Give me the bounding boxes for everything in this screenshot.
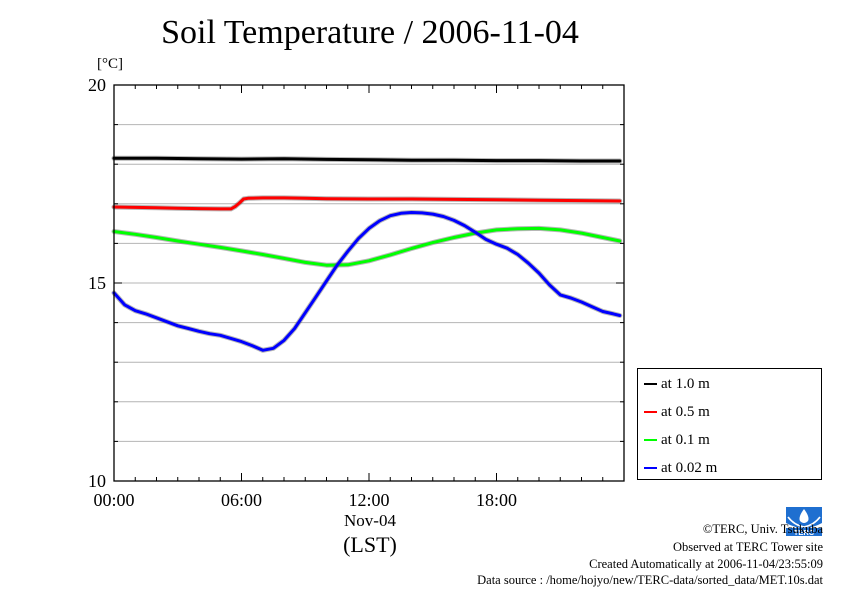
axis-ticks: 10 15 20 00:00 06:00 12:00 18:00 xyxy=(88,75,624,510)
series-line-2 xyxy=(112,196,622,211)
legend: at 1.0 m at 0.5 m at 0.1 m at 0.02 m xyxy=(637,368,822,480)
x-tick-label: 00:00 xyxy=(93,490,134,510)
legend-swatch xyxy=(644,383,657,385)
legend-label: at 1.0 m xyxy=(661,375,710,392)
footer-source: Data source : /home/hojyo/new/TERC-data/… xyxy=(477,573,823,587)
legend-item: at 0.1 m xyxy=(644,430,710,450)
y-tick-label: 20 xyxy=(88,75,106,95)
legend-item: at 0.02 m xyxy=(644,458,717,478)
y-tick-label: 15 xyxy=(88,273,106,293)
legend-label: at 0.5 m xyxy=(661,403,710,420)
legend-swatch xyxy=(644,439,657,441)
legend-label: at 0.02 m xyxy=(661,459,718,476)
footer-site: Observed at TERC Tower site xyxy=(672,540,823,554)
terc-logo: TERC xyxy=(784,503,824,537)
y-tick-label: 10 xyxy=(88,471,106,491)
logo-text: TERC xyxy=(794,528,815,537)
y-axis-unit: [°C] xyxy=(97,56,123,72)
legend-label: at 0.1 m xyxy=(661,431,710,448)
x-tick-label: 12:00 xyxy=(348,490,389,510)
x-axis-date: Nov-04 xyxy=(344,511,396,530)
legend-swatch xyxy=(644,411,657,413)
footer-created: Created Automatically at 2006-11-04/23:5… xyxy=(589,557,823,571)
x-tick-label: 18:00 xyxy=(476,490,517,510)
series-line-1 xyxy=(112,156,622,163)
legend-swatch xyxy=(644,467,657,469)
series-line-3 xyxy=(112,226,622,267)
series-line-4 xyxy=(112,211,622,352)
x-axis-timezone: (LST) xyxy=(343,532,397,557)
chart-title: Soil Temperature / 2006-11-04 xyxy=(161,14,579,51)
series-lines xyxy=(111,155,623,353)
legend-item: at 1.0 m xyxy=(644,374,710,394)
x-tick-label: 06:00 xyxy=(221,490,262,510)
legend-item: at 0.5 m xyxy=(644,402,710,422)
footer-copyright: ©TERC, Univ. Tsukuba xyxy=(702,522,823,536)
